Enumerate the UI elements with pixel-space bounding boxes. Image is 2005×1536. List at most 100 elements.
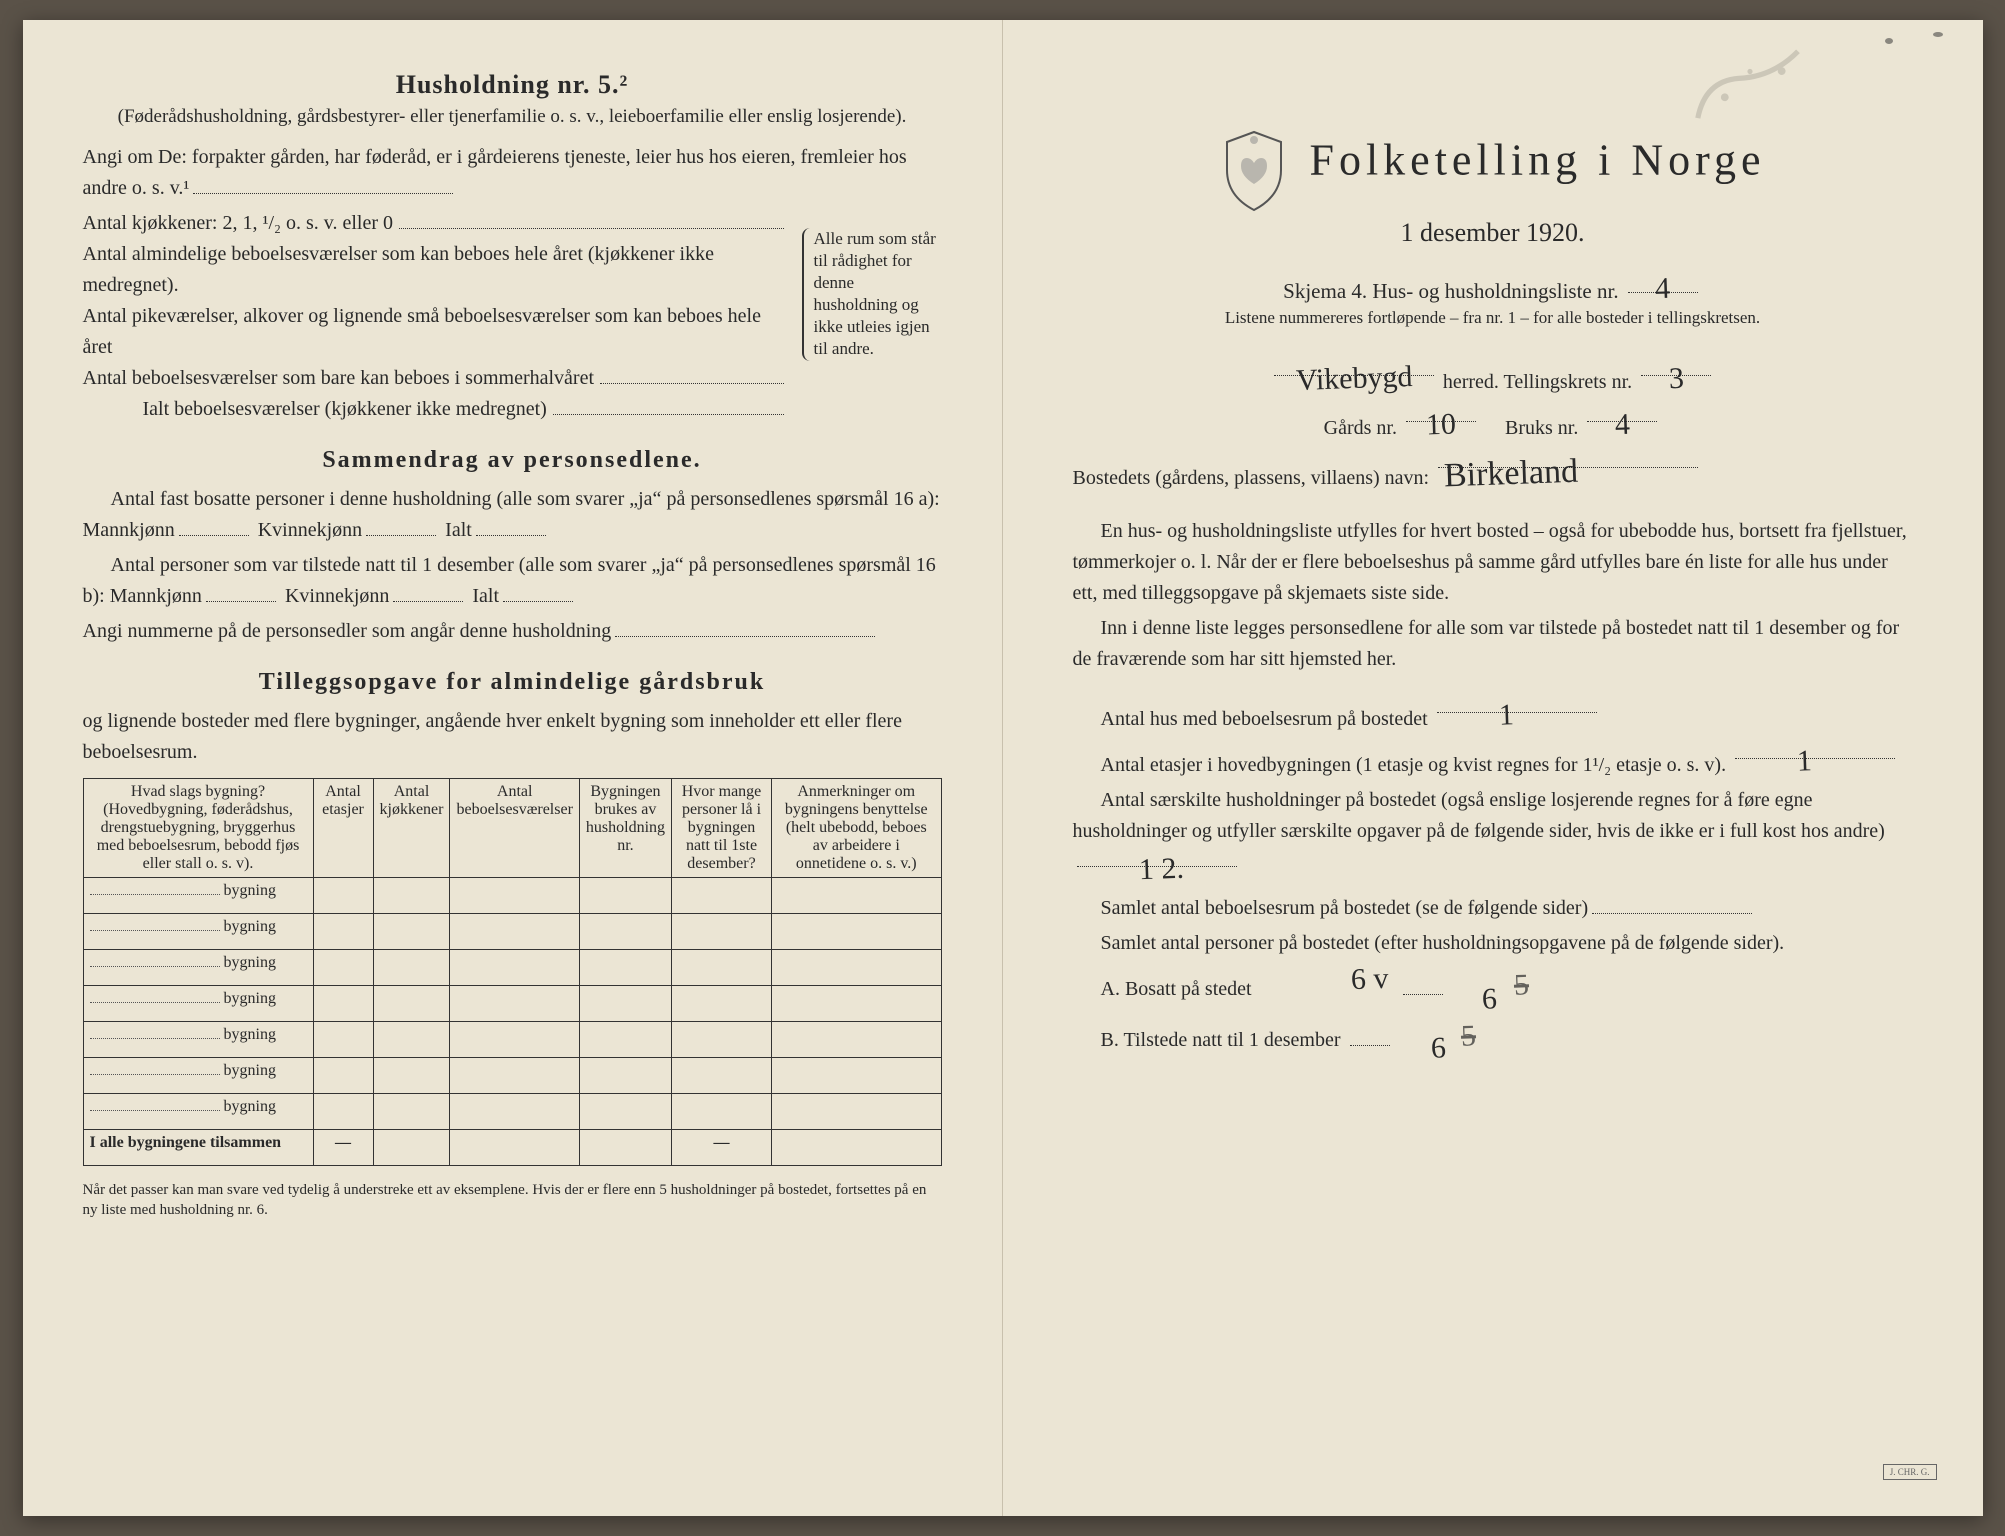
table-cell	[373, 1022, 450, 1058]
table-cell	[373, 986, 450, 1022]
table-cell	[450, 914, 579, 950]
table-cell	[579, 914, 671, 950]
sammendrag-heading: Sammendrag av personsedlene.	[83, 447, 942, 474]
ink-smudge	[1678, 39, 1817, 130]
col-beboelse: Antal beboelsesværelser	[450, 779, 579, 878]
table-header-row: Hvad slags bygning? (Hovedbygning, føder…	[83, 779, 941, 878]
table-cell	[772, 914, 942, 950]
instr-1: En hus- og husholdningsliste utfylles fo…	[1073, 516, 1913, 609]
skjema-line: Skjema 4. Hus- og husholdningsliste nr. …	[1073, 272, 1913, 304]
footer-label: I alle bygningene tilsammen	[83, 1130, 313, 1166]
bygning-table: Hvad slags bygning? (Hovedbygning, føder…	[83, 778, 942, 1166]
table-cell	[772, 950, 942, 986]
table-cell	[313, 1022, 373, 1058]
table-cell	[373, 950, 450, 986]
table-cell	[672, 1058, 772, 1094]
table-row: bygning	[83, 914, 941, 950]
table-cell	[772, 1022, 942, 1058]
table-cell	[772, 878, 942, 914]
col-kjokkener: Antal kjøkkener	[373, 779, 450, 878]
table-cell	[373, 878, 450, 914]
q1: Antal hus med beboelsesrum på bostedet 1	[1073, 693, 1913, 735]
footer-cell	[450, 1130, 579, 1166]
bygning-label-cell: bygning	[83, 914, 313, 950]
table-row: bygning	[83, 986, 941, 1022]
col-brukes: Bygningen brukes av husholdning nr.	[579, 779, 671, 878]
q4: Samlet antal beboelsesrum på bostedet (s…	[1073, 893, 1913, 924]
table-row: bygning	[83, 1058, 941, 1094]
table-cell	[450, 1058, 579, 1094]
table-cell	[373, 914, 450, 950]
table-row: bygning	[83, 1094, 941, 1130]
table-cell	[672, 986, 772, 1022]
brace-note: Alle rum som står til rådighet for denne…	[802, 228, 942, 361]
table-row: bygning	[83, 1022, 941, 1058]
table-cell	[373, 1058, 450, 1094]
table-cell	[672, 1094, 772, 1130]
rooms-line-3: Antal beboelsesværelser som bare kan beb…	[83, 363, 790, 394]
q2: Antal etasjer i hovedbygningen (1 etasje…	[1073, 739, 1913, 781]
tillegg-heading: Tilleggsopgave for almindelige gårdsbruk	[83, 669, 942, 696]
table-cell	[579, 1094, 671, 1130]
table-cell	[579, 950, 671, 986]
tillegg-sub: og lignende bosteder med flere bygninger…	[83, 706, 942, 768]
rooms-line-2: Antal pikeværelser, alkover og lignende …	[83, 301, 790, 363]
q3-hw: 1 2.	[1104, 846, 1191, 895]
printer-imprint: J. CHR. G.	[1883, 1464, 1937, 1480]
bygning-label-cell: bygning	[83, 1022, 313, 1058]
left-page: Husholdning nr. 5.² (Føderådshusholdning…	[23, 20, 1003, 1516]
table-footer-row: I alle bygningene tilsammen — —	[83, 1130, 941, 1166]
table-row: bygning	[83, 878, 941, 914]
footer-cell: —	[672, 1130, 772, 1166]
speck	[1885, 38, 1893, 44]
table-cell	[672, 950, 772, 986]
bruk-hw: 4	[1608, 402, 1637, 449]
listene-note: Listene nummereres fortløpende – fra nr.…	[1073, 308, 1913, 328]
angi-nummerne: Angi nummerne på de personsedler som ang…	[83, 616, 942, 647]
table-cell	[579, 878, 671, 914]
table-cell	[313, 950, 373, 986]
bygning-label-cell: bygning	[83, 986, 313, 1022]
table-cell	[672, 1022, 772, 1058]
table-cell	[313, 986, 373, 1022]
crest-icon	[1219, 130, 1289, 212]
gard-hw: 10	[1419, 401, 1463, 449]
table-cell	[579, 986, 671, 1022]
table-cell	[672, 914, 772, 950]
table-cell	[450, 986, 579, 1022]
q1-hw: 1	[1464, 692, 1521, 740]
table-row: bygning	[83, 950, 941, 986]
col-personer: Hvor mange personer lå i bygningen natt …	[672, 779, 772, 878]
footer-cell	[373, 1130, 450, 1166]
herred-line: Vikebygd herred. Tellingskrets nr. 3	[1073, 356, 1913, 398]
table-cell	[772, 1058, 942, 1094]
table-cell	[579, 1058, 671, 1094]
q5-extra-hw: 6 v	[1316, 956, 1395, 1005]
q3: Antal særskilte husholdninger på bostede…	[1073, 785, 1913, 889]
table-cell	[772, 1094, 942, 1130]
footnote: Når det passer kan man svare ved tydelig…	[83, 1180, 942, 1221]
q5b-hw: 6	[1396, 1025, 1453, 1073]
table-cell	[313, 1058, 373, 1094]
table-cell	[772, 986, 942, 1022]
table-cell	[672, 878, 772, 914]
herred-hw: Vikebygd	[1289, 354, 1419, 405]
table-cell	[313, 878, 373, 914]
document-spread: Husholdning nr. 5.² (Føderådshusholdning…	[23, 20, 1983, 1516]
right-page: Folketelling i Norge 1 desember 1920. Sk…	[1003, 20, 1983, 1516]
household-subheading: (Føderådshusholdning, gårdsbestyrer- ell…	[83, 106, 942, 128]
table-cell	[313, 914, 373, 950]
col-hvad: Hvad slags bygning? (Hovedbygning, føder…	[83, 779, 313, 878]
table-cell	[450, 1094, 579, 1130]
speck	[1933, 32, 1943, 37]
table-cell	[450, 1022, 579, 1058]
bosted-hw: Birkeland	[1437, 445, 1585, 503]
table-cell	[313, 1094, 373, 1130]
col-etasjer: Antal etasjer	[313, 779, 373, 878]
bygning-label-cell: bygning	[83, 1058, 313, 1094]
footer-cell	[772, 1130, 942, 1166]
col-anmerk: Anmerkninger om bygningens benyttelse (h…	[772, 779, 942, 878]
footer-cell: —	[313, 1130, 373, 1166]
rooms-line-1: Antal almindelige beboelsesværelser som …	[83, 239, 790, 301]
gard-bruk-line: Gårds nr. 10 Bruks nr. 4	[1073, 402, 1913, 444]
